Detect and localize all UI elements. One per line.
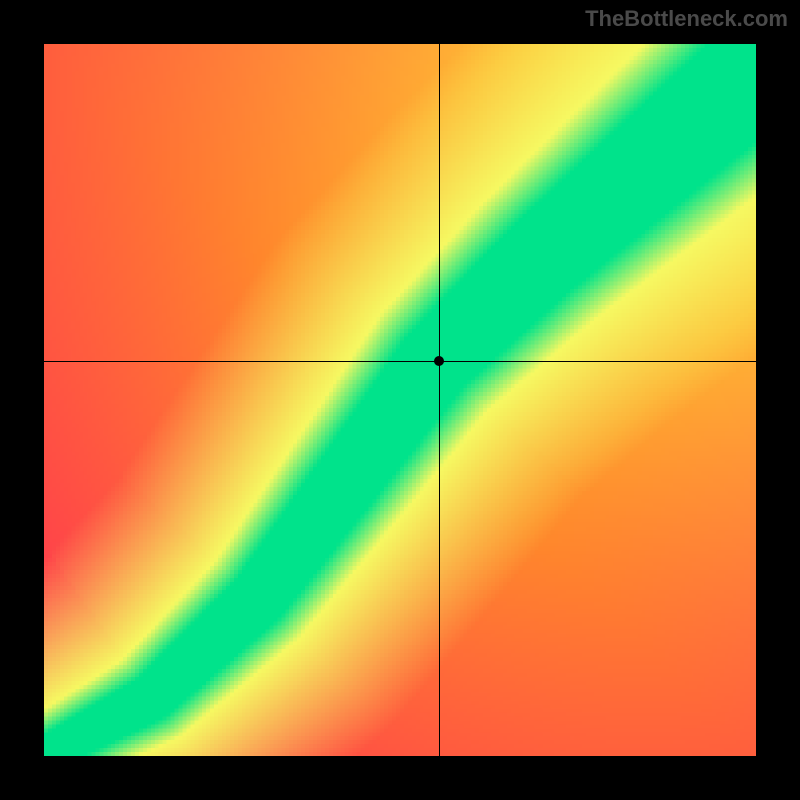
watermark-text: TheBottleneck.com — [585, 6, 788, 32]
crosshair-marker — [434, 356, 444, 366]
heatmap-chart — [44, 44, 756, 756]
heatmap-canvas — [44, 44, 756, 756]
crosshair-horizontal — [44, 361, 756, 362]
crosshair-vertical — [439, 44, 440, 756]
